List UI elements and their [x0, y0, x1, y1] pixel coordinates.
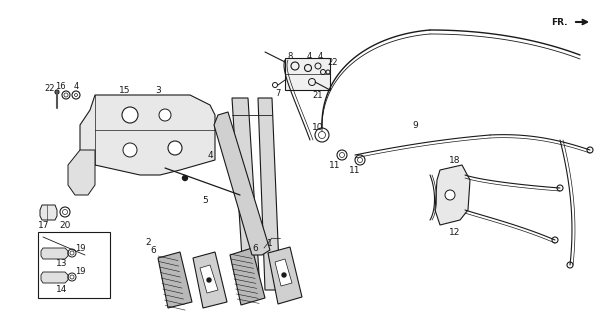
Polygon shape	[275, 259, 292, 286]
Circle shape	[282, 273, 286, 277]
Polygon shape	[268, 247, 302, 304]
Text: 19: 19	[75, 244, 85, 252]
Polygon shape	[258, 98, 280, 290]
Text: 5: 5	[202, 196, 208, 204]
Text: 20: 20	[59, 220, 71, 229]
Text: 19: 19	[75, 268, 85, 276]
Polygon shape	[80, 95, 215, 175]
Polygon shape	[435, 165, 470, 225]
Text: 22: 22	[44, 84, 55, 92]
Text: 14: 14	[56, 285, 68, 294]
Polygon shape	[193, 252, 227, 308]
Text: 4: 4	[73, 82, 79, 91]
Text: 11: 11	[349, 165, 361, 174]
Circle shape	[355, 155, 365, 165]
Text: 6: 6	[150, 245, 156, 254]
Circle shape	[207, 278, 211, 282]
Text: 12: 12	[449, 228, 460, 236]
Text: 6: 6	[252, 244, 258, 252]
Circle shape	[122, 107, 138, 123]
Text: 4: 4	[317, 52, 323, 60]
Text: 7: 7	[275, 89, 281, 98]
Text: 18: 18	[449, 156, 461, 164]
Circle shape	[445, 190, 455, 200]
Polygon shape	[232, 98, 260, 290]
Circle shape	[159, 109, 171, 121]
Text: FR.: FR.	[552, 18, 568, 27]
Polygon shape	[158, 252, 192, 308]
Polygon shape	[214, 112, 270, 255]
Text: 10: 10	[312, 123, 324, 132]
Circle shape	[123, 143, 137, 157]
Text: 15: 15	[119, 85, 131, 94]
Text: 17: 17	[38, 220, 50, 229]
Text: 2: 2	[145, 237, 151, 246]
Text: 22: 22	[328, 58, 338, 67]
Polygon shape	[285, 58, 330, 90]
Circle shape	[55, 90, 59, 94]
Polygon shape	[41, 272, 68, 283]
Text: 4: 4	[306, 52, 312, 60]
Text: 4: 4	[207, 150, 213, 159]
Text: 16: 16	[55, 82, 65, 91]
Circle shape	[337, 150, 347, 160]
Polygon shape	[40, 205, 57, 220]
Circle shape	[315, 128, 329, 142]
Circle shape	[168, 141, 182, 155]
Text: 21: 21	[313, 91, 323, 100]
Text: 8: 8	[287, 52, 293, 60]
Text: 1: 1	[267, 238, 273, 247]
Polygon shape	[41, 248, 68, 259]
Text: 13: 13	[56, 259, 68, 268]
Polygon shape	[230, 248, 265, 305]
Text: 9: 9	[412, 121, 418, 130]
Text: 3: 3	[155, 85, 161, 94]
Polygon shape	[68, 150, 95, 195]
Polygon shape	[200, 265, 218, 293]
Circle shape	[183, 175, 188, 180]
Text: 11: 11	[329, 161, 341, 170]
